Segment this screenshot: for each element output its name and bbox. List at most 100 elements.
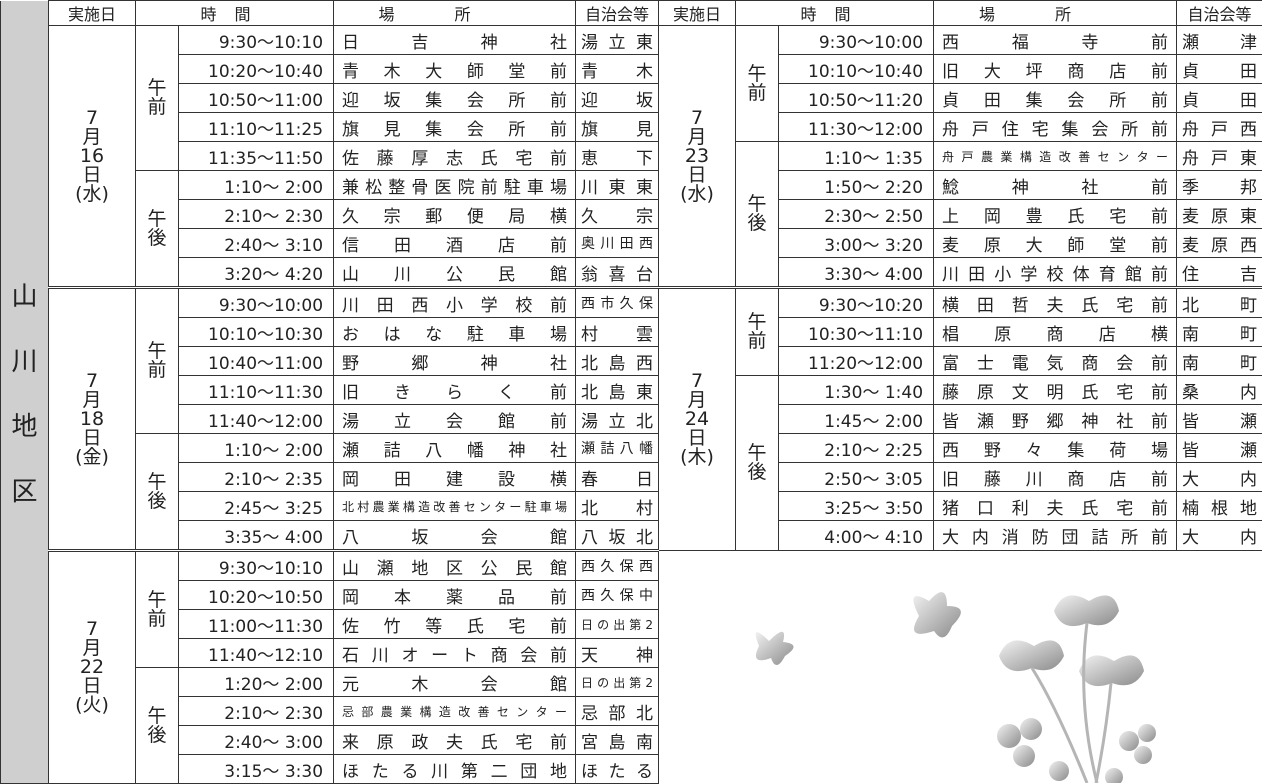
date-cell: 7 月 18 日 (金) [48, 286, 136, 551]
org-cell: 北島東 [575, 375, 660, 405]
org-cell: 宮島南 [575, 725, 660, 755]
org-cell: 住吉 [1176, 257, 1262, 288]
time-cell: 2:40～ 3:00 [177, 725, 335, 755]
column-header: 実施日 [48, 0, 136, 26]
time-cell: 1:50～ 2:20 [778, 170, 935, 200]
place-cell: 佐竹等氏宅前 [333, 609, 577, 639]
org-cell: 天神 [575, 638, 660, 668]
time-cell: 11:20～12:00 [778, 346, 935, 376]
place-cell: 麦原大師堂前 [933, 228, 1178, 258]
date-cell: 7 月 22 日 (火) [48, 549, 136, 784]
time-cell: 2:40～ 3:10 [177, 228, 335, 258]
period-cell: 午後 [135, 170, 179, 288]
org-cell: 桑内 [1176, 375, 1262, 405]
time-cell: 2:30～ 2:50 [778, 199, 935, 229]
place-cell: 川田西小学校前 [333, 286, 577, 318]
org-cell: 季邦 [1176, 170, 1262, 200]
org-cell: ほたる [575, 754, 660, 784]
org-cell: 川東東 [575, 170, 660, 200]
org-cell: 西久保中 [575, 580, 660, 610]
org-cell: 舟戸東 [1176, 141, 1262, 171]
time-cell: 2:10～ 2:30 [177, 696, 335, 726]
place-cell: 猪口利夫氏宅前 [933, 491, 1178, 521]
time-cell: 2:45～ 3:25 [177, 491, 335, 521]
time-cell: 1:30～ 1:40 [778, 375, 935, 405]
place-cell: 旗見集会所前 [333, 112, 577, 142]
column-header: 自治会等 [1176, 0, 1262, 26]
period-cell: 午前 [735, 286, 780, 376]
org-cell: 皆瀬 [1176, 404, 1262, 434]
org-cell: 旗見 [575, 112, 660, 142]
org-cell: 麦原東 [1176, 199, 1262, 229]
org-cell: 貞田 [1176, 54, 1262, 84]
time-cell: 9:30～10:00 [778, 25, 935, 55]
org-cell: 西久保西 [575, 549, 660, 581]
org-cell: 迎坂 [575, 83, 660, 113]
column-header: 場所 [933, 0, 1178, 26]
place-cell: 椙原商店横 [933, 317, 1178, 347]
period-cell: 午前 [135, 549, 179, 668]
date-cell: 7 月 23 日 (水) [658, 25, 737, 288]
org-cell: 湯立北 [575, 404, 660, 434]
org-cell: 瀬詰八幡 [575, 433, 660, 463]
place-cell: おはな駐車場 [333, 317, 577, 347]
time-cell: 3:30～ 4:00 [778, 257, 935, 288]
place-cell: 野郷神社 [333, 346, 577, 376]
time-cell: 2:50～ 3:05 [778, 462, 935, 492]
time-cell: 9:30～10:10 [177, 25, 335, 55]
org-cell: 翁喜台 [575, 257, 660, 288]
org-cell: 日の出第2 [575, 667, 660, 697]
place-cell: 岡本薬品前 [333, 580, 577, 610]
place-cell: 山川公民館 [333, 257, 577, 288]
org-cell: 舟戸西 [1176, 112, 1262, 142]
time-cell: 10:10～10:40 [778, 54, 935, 84]
column-header: 時間 [134, 0, 335, 26]
time-cell: 1:20～ 2:00 [177, 667, 335, 697]
place-cell: 西野々集荷場 [933, 433, 1178, 463]
time-cell: 10:50～11:20 [778, 83, 935, 113]
place-cell: ほたる川第二団地 [333, 754, 577, 784]
org-cell: 八坂北 [575, 520, 660, 551]
time-cell: 3:00～ 3:20 [778, 228, 935, 258]
time-cell: 10:20～10:50 [177, 580, 335, 610]
time-cell: 3:20～ 4:20 [177, 257, 335, 288]
time-cell: 10:50～11:00 [177, 83, 335, 113]
time-cell: 2:10～ 2:35 [177, 462, 335, 492]
place-cell: 皆瀬野郷神社前 [933, 404, 1178, 434]
time-cell: 9:30～10:00 [177, 286, 335, 318]
org-cell: 北町 [1176, 286, 1262, 318]
time-cell: 11:35～11:50 [177, 141, 335, 171]
org-cell: 恵下 [575, 141, 660, 171]
column-header: 実施日 [658, 0, 737, 26]
org-cell: 南町 [1176, 317, 1262, 347]
time-cell: 1:45～ 2:00 [778, 404, 935, 434]
org-cell: 貞田 [1176, 83, 1262, 113]
column-header: 時間 [735, 0, 935, 26]
place-cell: 鯰神社前 [933, 170, 1178, 200]
flower-illustration [755, 592, 1157, 783]
place-cell: 湯立会館前 [333, 404, 577, 434]
time-cell: 1:10～ 2:00 [177, 170, 335, 200]
place-cell: 岡田建設横 [333, 462, 577, 492]
region-label: 山川地区 [0, 0, 49, 784]
place-cell: 山瀬地区公民館 [333, 549, 577, 581]
place-cell: 信田酒店前 [333, 228, 577, 258]
time-cell: 3:25～ 3:50 [778, 491, 935, 521]
time-cell: 10:20～10:40 [177, 54, 335, 84]
place-cell: 舟戸住宅集会所前 [933, 112, 1178, 142]
org-cell: 西市久保 [575, 286, 660, 318]
time-cell: 1:10～ 2:00 [177, 433, 335, 463]
place-cell: 佐藤厚志氏宅前 [333, 141, 577, 171]
org-cell: 北島西 [575, 346, 660, 376]
place-cell: 兼松整骨医院前駐車場 [333, 170, 577, 200]
time-cell: 2:10～ 2:25 [778, 433, 935, 463]
time-cell: 9:30～10:20 [778, 286, 935, 318]
place-cell: 舟戸農業構造改善センター [933, 141, 1178, 171]
time-cell: 10:40～11:00 [177, 346, 335, 376]
period-cell: 午後 [735, 141, 780, 288]
place-cell: 青木大師堂前 [333, 54, 577, 84]
place-cell: 富士電気商会前 [933, 346, 1178, 376]
place-cell: 迎坂集会所前 [333, 83, 577, 113]
place-cell: 西福寺前 [933, 25, 1178, 55]
